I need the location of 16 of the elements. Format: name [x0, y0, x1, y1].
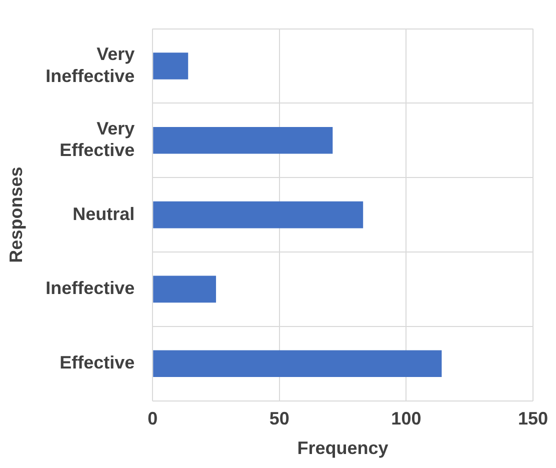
y-tick-label: Very Ineffective — [46, 44, 135, 86]
x-tick-label: 100 — [391, 408, 422, 429]
y-tick-label: Neutral — [72, 204, 135, 224]
y-tick-label: Very Effective — [60, 118, 135, 160]
x-axis-title: Frequency — [297, 438, 388, 458]
y-tick-label: Effective — [60, 352, 135, 373]
bar — [153, 201, 364, 228]
bar — [153, 127, 333, 154]
bar — [153, 52, 188, 80]
x-tick-label: 0 — [148, 408, 158, 429]
y-tick-label: Ineffective — [46, 278, 135, 298]
bar — [153, 276, 216, 303]
bar — [153, 350, 442, 377]
y-axis-title: Responses — [6, 166, 26, 263]
x-tick-label: 50 — [269, 408, 290, 429]
x-tick-label: 150 — [518, 408, 548, 429]
